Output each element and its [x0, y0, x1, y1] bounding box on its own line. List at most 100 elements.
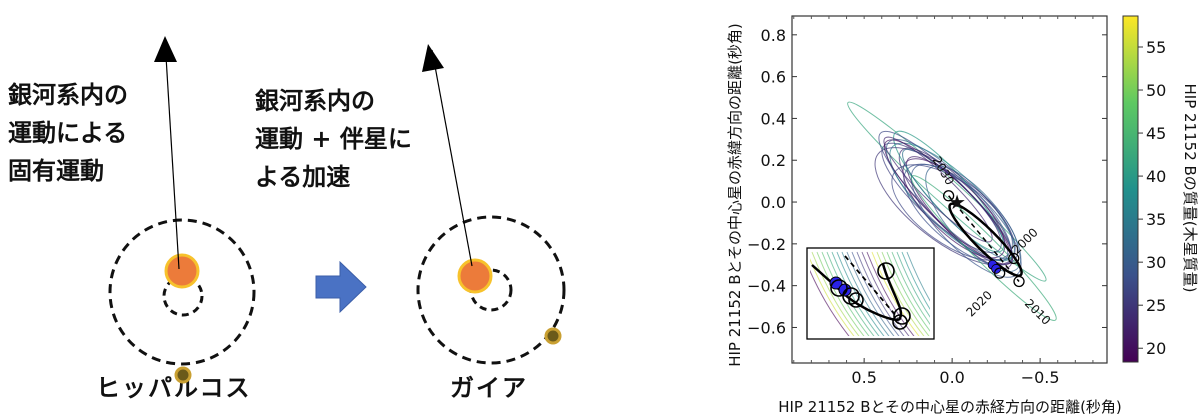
inset-line-of-nodes: [844, 255, 899, 319]
sampled-orbit: [910, 163, 1022, 278]
inset-epoch-marker: [877, 262, 895, 280]
hipparcos-caption: ヒッパルコス: [96, 374, 252, 402]
host-star-icon: ★: [948, 190, 966, 214]
inset-observation-point: [829, 276, 843, 290]
star: [164, 253, 200, 289]
inset-orbit: [810, 258, 855, 336]
line-of-nodes: [948, 195, 1020, 282]
hipparcos-system: [108, 36, 256, 384]
y-axis-label: HIP 21152 Bとその中心星の赤緯方向の距離(秒角): [726, 23, 744, 367]
sampled-orbit: [925, 165, 1022, 273]
companion: [544, 327, 562, 345]
colorbar-tick-label: 50: [1146, 81, 1166, 100]
inset-orbit: [821, 251, 870, 336]
inset-orbit: [846, 251, 895, 336]
companion: [174, 366, 192, 384]
inset-orbit: [886, 251, 930, 332]
sampled-orbit: [906, 156, 1013, 269]
inset-orbit: [836, 251, 885, 336]
y-tick-label: 0.6: [761, 68, 786, 87]
epoch-marker: [1008, 252, 1020, 265]
sampled-orbit: [910, 175, 1057, 321]
inset-orbit: [881, 251, 930, 336]
inset-orbit: [856, 251, 905, 336]
inset-orbit: [816, 251, 865, 336]
epoch-label: 2030: [930, 154, 957, 187]
colorbar-tick-label: 25: [1146, 296, 1166, 315]
x-tick-label: 0.5: [851, 368, 876, 387]
y-tick-label: 0.2: [761, 151, 786, 170]
companion-orbit: [416, 215, 566, 365]
colorbar-tick-label: 45: [1146, 124, 1166, 143]
star: [457, 258, 493, 294]
y-tick-label: 0.4: [761, 109, 786, 128]
y-tick-label: 0.8: [761, 26, 786, 45]
gaia-system: [416, 44, 566, 365]
colorbar: [1122, 15, 1139, 363]
inset-orbit: [861, 251, 910, 336]
transition-arrow-icon: [315, 260, 367, 314]
inset-orbit: [906, 251, 930, 302]
epoch-label: 2020: [963, 288, 994, 319]
sampled-orbit: [898, 147, 1013, 265]
sampled-orbit: [878, 130, 1009, 261]
sampled-orbit: [885, 138, 1012, 261]
y-tick-label: −0.6: [747, 318, 786, 337]
inset-epoch-marker: [848, 292, 864, 308]
y-tick-label: −0.2: [747, 235, 786, 254]
sampled-orbit: [883, 139, 1014, 265]
inset-orbit: [811, 251, 860, 336]
inset-epoch-marker: [893, 307, 911, 325]
inset-orbit: [871, 251, 920, 336]
y-tick-label: 0.0: [761, 193, 786, 212]
y-tick-label: −0.4: [747, 277, 786, 296]
hipparcos-motion-label: 銀河系内の 運動による 固有運動: [8, 81, 128, 185]
sampled-orbit: [902, 148, 1013, 260]
companion-orbit: [108, 218, 256, 366]
sampled-orbit: [889, 142, 1015, 262]
inset-orbit: [826, 251, 875, 336]
sampled-orbit: [893, 130, 1005, 253]
inset-orbit: [896, 251, 930, 318]
epoch-marker: [942, 190, 955, 202]
sampled-orbit: [881, 142, 1002, 254]
x-tick-label: −0.5: [1021, 368, 1060, 387]
sampled-orbit: [903, 163, 1019, 266]
inset-epoch-marker: [892, 314, 908, 330]
inset-orbit: [876, 251, 925, 336]
inset-orbit: [851, 251, 900, 336]
inset-epoch-marker: [842, 287, 860, 305]
plot-frame: [791, 15, 1108, 364]
sampled-orbit: [883, 136, 993, 243]
orbit-diagram: [108, 36, 566, 384]
inset-observation-point: [838, 283, 852, 297]
inset-orbit: [901, 251, 930, 310]
inset-frame: [806, 247, 935, 340]
epoch-label: 2000: [1009, 225, 1040, 256]
inset-orbit: [866, 251, 915, 336]
gaia-motion-label: 銀河系内の 運動 + 伴星に よる加速: [255, 87, 412, 191]
accelerated-motion-arrow: [431, 49, 473, 267]
epoch-marker: [994, 267, 1006, 279]
proper-motion-arrow: [164, 39, 180, 270]
colorbar-tick-label: 20: [1146, 339, 1166, 358]
sampled-orbit: [847, 101, 1047, 282]
inset-epoch-marker: [830, 279, 848, 297]
inset-orbit: [891, 251, 930, 325]
sampled-orbit: [902, 158, 1006, 259]
sampled-orbit: [891, 164, 1013, 261]
gaia-caption: ガイア: [450, 374, 528, 402]
colorbar-tick-label: 55: [1146, 38, 1166, 57]
colorbar-tick-label: 30: [1146, 253, 1166, 272]
inset-orbit: [841, 251, 890, 336]
inset-orbit: [831, 251, 880, 336]
observation-point: [991, 264, 1002, 274]
inset-best-orbit: [811, 263, 903, 321]
colorbar-tick-label: 40: [1146, 167, 1166, 186]
arrow-head-icon: [422, 44, 444, 72]
colorbar-label: HIP 21152 Bの質量(木星質量): [1181, 84, 1199, 293]
x-axis-label: HIP 21152 Bとその中心星の赤経方向の距離(秒角): [778, 398, 1122, 416]
epoch-label: 2010: [1022, 296, 1053, 327]
observation-point: [987, 259, 998, 270]
